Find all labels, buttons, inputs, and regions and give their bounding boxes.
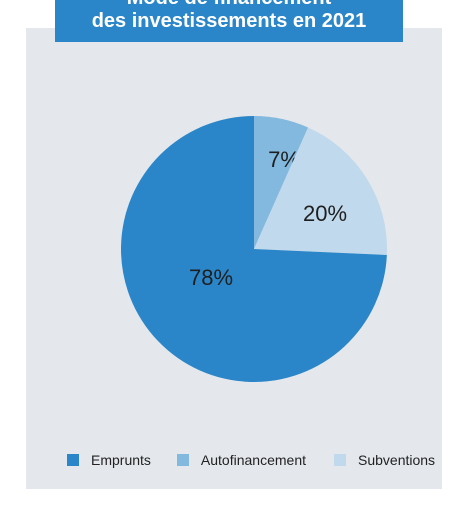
chart-title-line2: des investissements en 2021 (91, 10, 367, 32)
legend-label-autofinancement: Autofinancement (200, 452, 306, 468)
pie-label-emprunts: 78% (189, 265, 233, 290)
legend-label-subventions: Subventions (358, 452, 436, 468)
chart-title-line1: Mode de financement (55, 0, 403, 9)
chart-legend: Emprunts Autofinancement Subventions (67, 451, 435, 469)
chart-title: Mode de financement des investissements … (55, 0, 403, 42)
legend-swatch-subventions (334, 454, 346, 466)
legend-label-emprunts: Emprunts (91, 452, 151, 468)
legend-swatch-autofinancement (176, 454, 189, 466)
legend-item-emprunts: Emprunts (67, 452, 151, 468)
pie-label-subventions: 20% (303, 201, 347, 226)
legend-item-subventions: Subventions (334, 452, 435, 468)
legend-item-autofinancement: Autofinancement (176, 452, 306, 468)
pie-slice-emprunts (121, 116, 387, 382)
pie-slice-autofinancement (254, 116, 309, 249)
legend-swatch-emprunts (67, 454, 79, 466)
pie-slice-subventions (254, 127, 387, 255)
